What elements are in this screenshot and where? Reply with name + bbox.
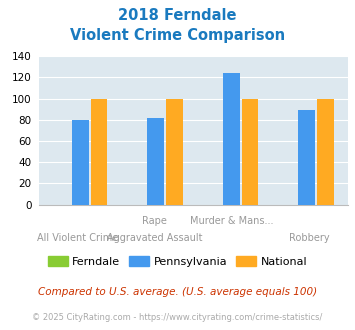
Text: Rape: Rape [142, 216, 167, 226]
Bar [317, 99, 334, 205]
Text: Murder & Mans...: Murder & Mans... [190, 216, 274, 226]
Text: © 2025 CityRating.com - https://www.cityrating.com/crime-statistics/: © 2025 CityRating.com - https://www.city… [32, 313, 323, 322]
Text: Violent Crime Comparison: Violent Crime Comparison [70, 28, 285, 43]
Text: All Violent Crime: All Violent Crime [37, 233, 118, 243]
Bar [242, 99, 258, 205]
Text: Aggravated Assault: Aggravated Assault [107, 233, 203, 243]
Bar [72, 120, 88, 205]
Text: Compared to U.S. average. (U.S. average equals 100): Compared to U.S. average. (U.S. average … [38, 287, 317, 297]
Bar [223, 73, 240, 205]
Text: 2018 Ferndale: 2018 Ferndale [118, 8, 237, 23]
Bar [166, 99, 183, 205]
Bar [147, 117, 164, 205]
Legend: Ferndale, Pennsylvania, National: Ferndale, Pennsylvania, National [43, 251, 312, 271]
Text: Robbery: Robbery [289, 233, 329, 243]
Bar [91, 99, 108, 205]
Bar [299, 110, 315, 205]
